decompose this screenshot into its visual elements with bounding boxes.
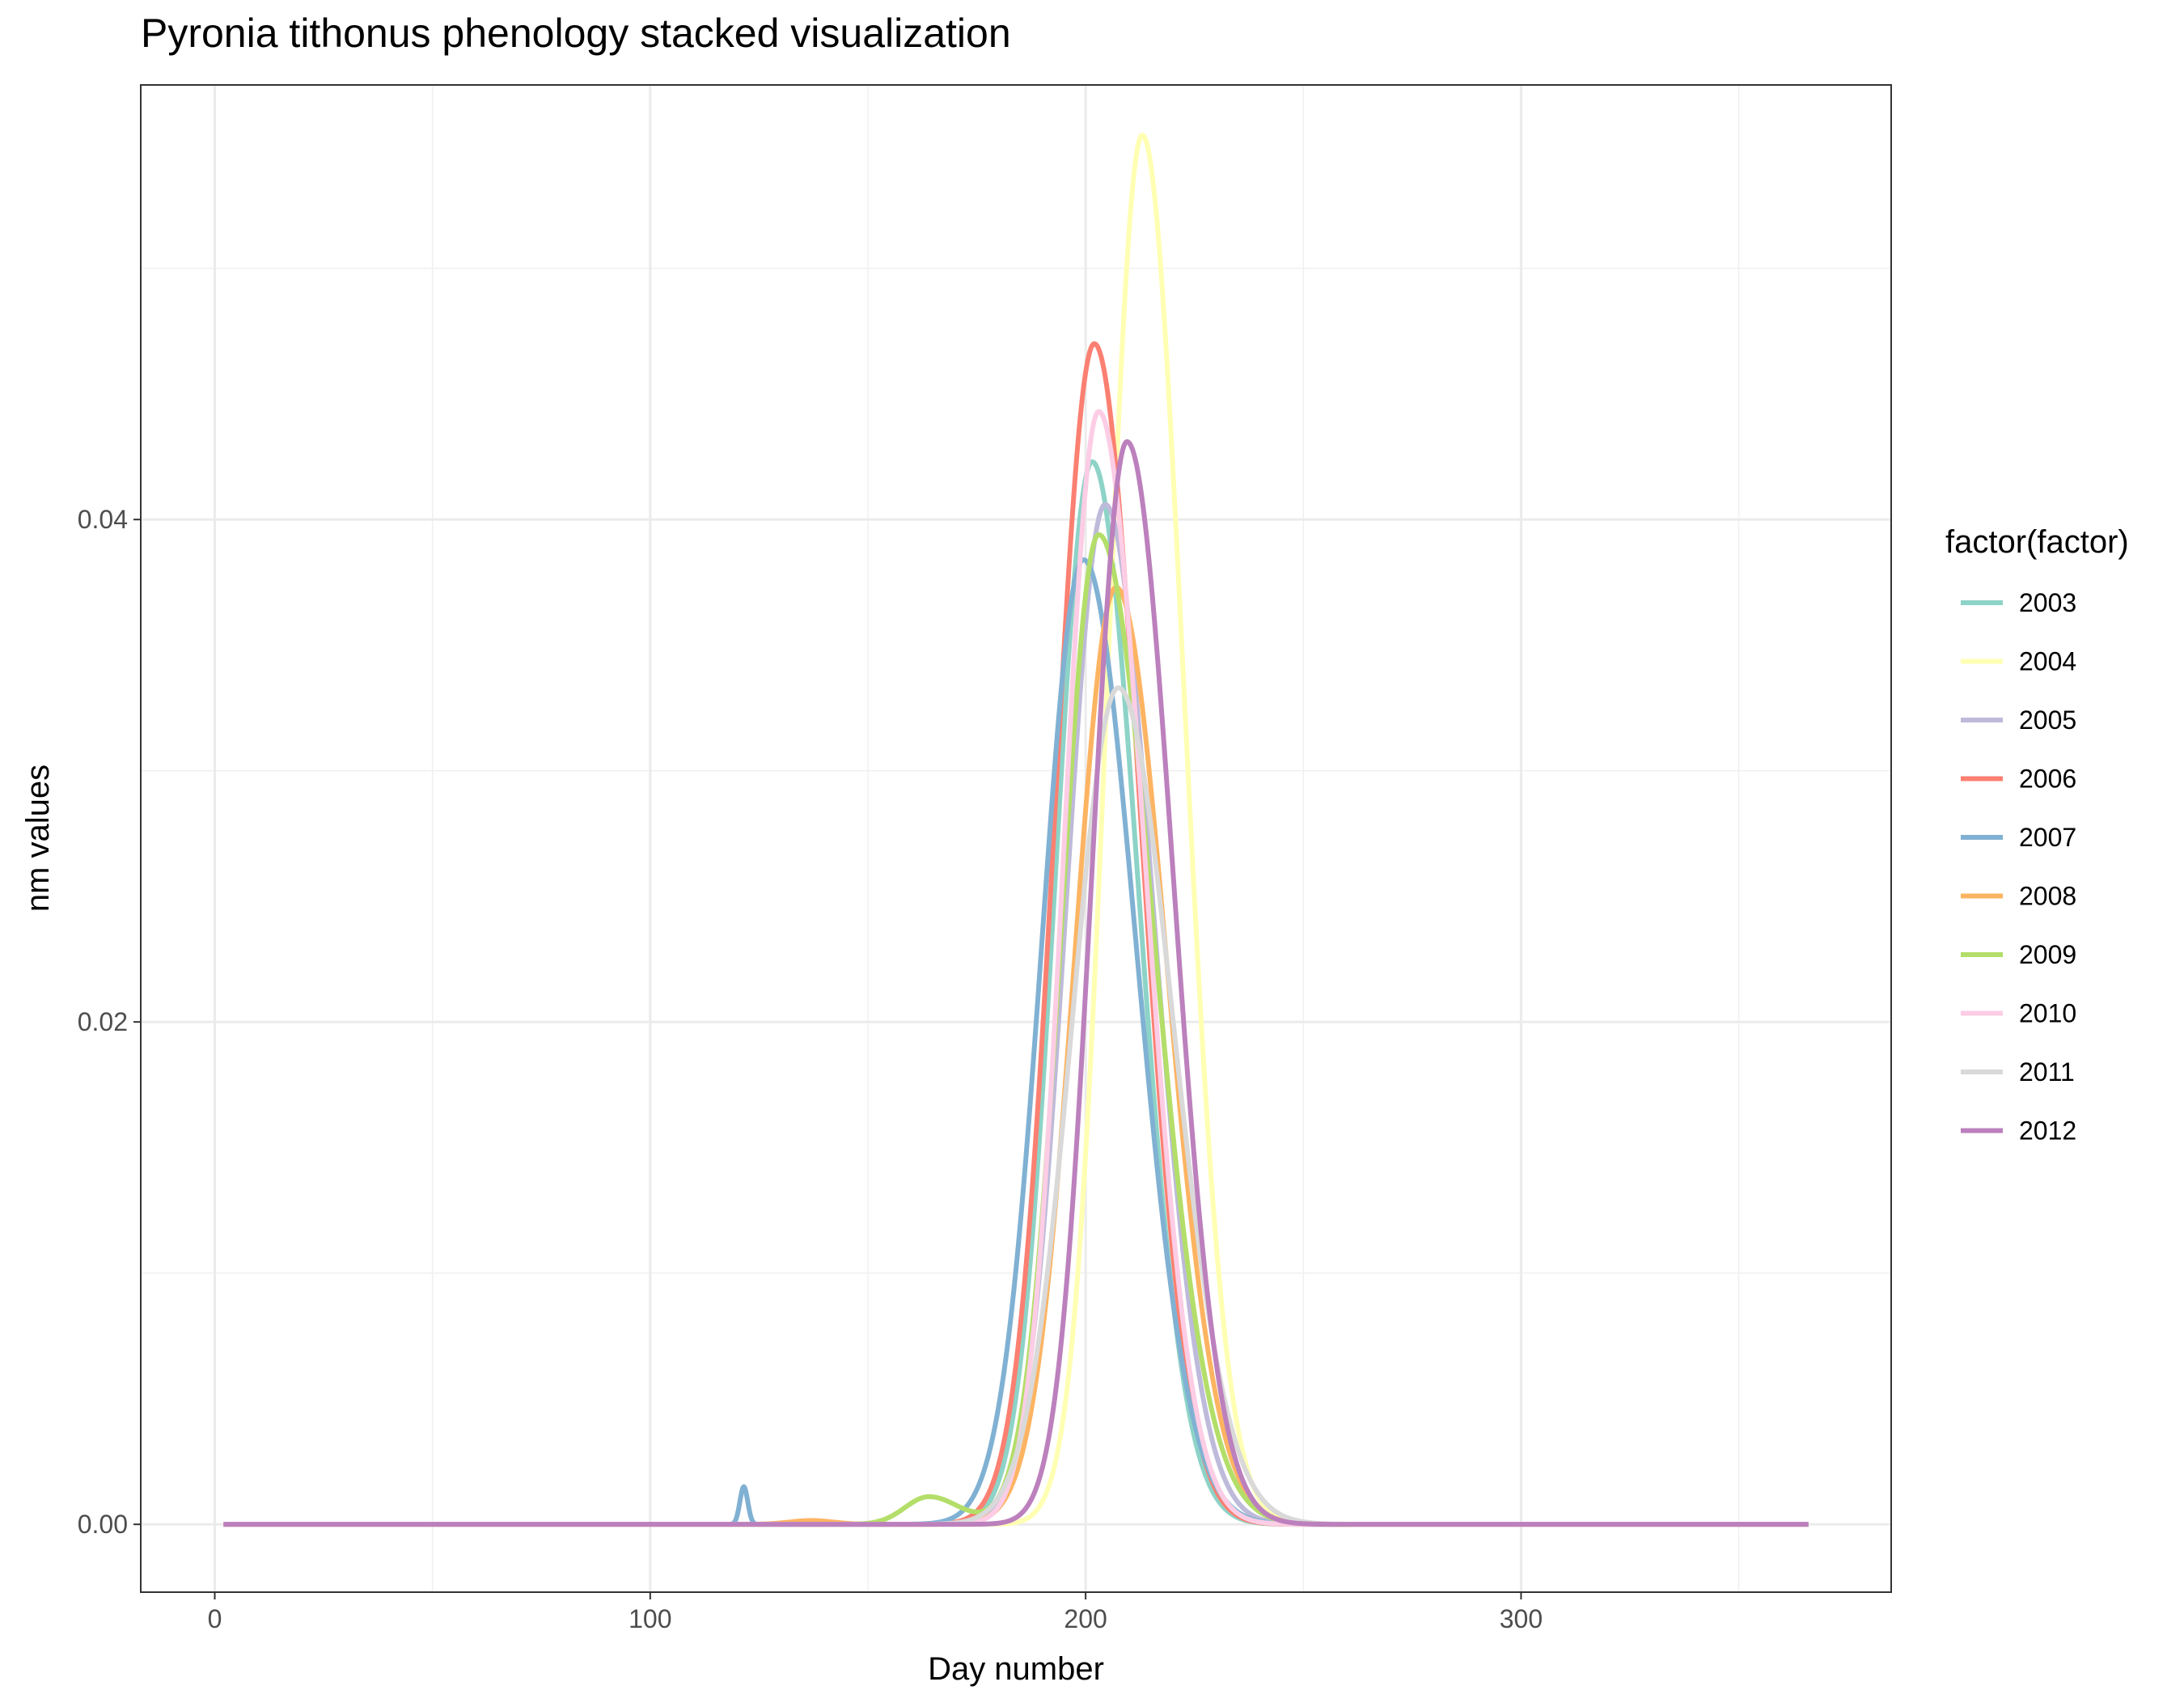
y-axis-title: nm values (20, 765, 56, 912)
legend-title: factor(factor) (1945, 524, 2129, 560)
x-tick-label: 300 (1500, 1604, 1543, 1633)
y-tick-label: 0.00 (78, 1510, 128, 1539)
legend-label-2003: 2003 (2019, 588, 2076, 617)
x-tick-label: 100 (629, 1604, 671, 1633)
legend-label-2006: 2006 (2019, 765, 2076, 794)
panel-border (140, 84, 1892, 1593)
x-tick-label: 0 (208, 1604, 222, 1633)
legend-label-2012: 2012 (2019, 1116, 2076, 1146)
legend: factor(factor) 2003200420052006200720082… (1945, 524, 2129, 1146)
axis-layer: 0 100 200 300 0.00 0.02 0.04 (78, 505, 1543, 1633)
legend-label-2005: 2005 (2019, 705, 2076, 735)
y-tick-label: 0.02 (78, 1007, 128, 1036)
legend-label-2009: 2009 (2019, 940, 2076, 969)
legend-items: 2003 2004 2005 2006 2007 2008 2009 2010 2011 2012 (1961, 588, 2076, 1146)
legend-label-2010: 2010 (2019, 999, 2076, 1028)
legend-label-2011: 2011 (2019, 1057, 2075, 1087)
chart-title: Pyronia tithonus phenology stacked visua… (141, 11, 1011, 56)
x-tick-label: 200 (1064, 1604, 1107, 1633)
series-line-2012 (222, 438, 1810, 1527)
legend-label-2007: 2007 (2019, 823, 2076, 852)
legend-label-2004: 2004 (2019, 647, 2076, 676)
y-tick-label: 0.04 (78, 505, 128, 534)
legend-label-2008: 2008 (2019, 882, 2076, 911)
x-axis-title: Day number (928, 1651, 1104, 1687)
lines-layer (222, 133, 1810, 1527)
